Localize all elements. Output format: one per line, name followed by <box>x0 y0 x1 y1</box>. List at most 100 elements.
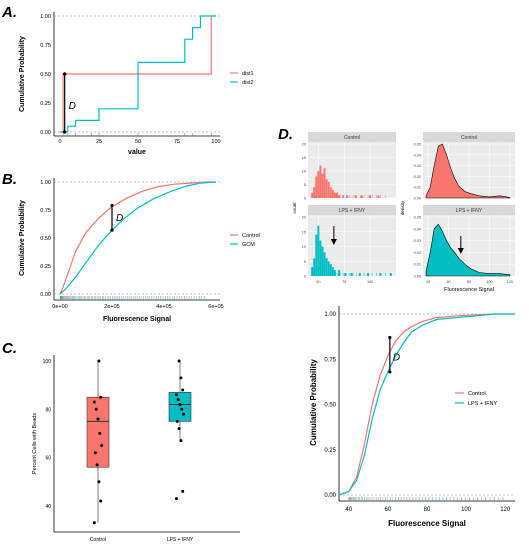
x-tick-label: 80 <box>467 280 471 284</box>
x-tick-label: 50 <box>316 280 320 284</box>
histogram-bar <box>317 171 320 198</box>
histogram-bar <box>333 270 336 276</box>
x-tick-label: 60 <box>385 507 392 513</box>
box-LPS + IFNY <box>168 392 192 422</box>
histogram-bar <box>329 264 332 276</box>
legend-label: Control <box>242 233 260 239</box>
y-tick-label: 0.00 <box>40 292 51 298</box>
facet-D-density-1: LPS + IFNY 0.00 0.01 0.02 0.03 0.04 0.05 40 60 80… <box>400 200 515 293</box>
d-annotation: D <box>393 352 400 363</box>
histogram-bar <box>317 225 320 276</box>
histogram-bar <box>360 195 363 198</box>
rug-marks <box>59 296 205 300</box>
y-tick-label: 0.00 <box>414 275 421 279</box>
d-point <box>388 370 392 374</box>
series-line-Control <box>59 181 216 295</box>
x-axis-title: Fluorescence Signal <box>444 287 494 293</box>
y-tick-label: 0.02 <box>414 175 421 179</box>
data-point <box>92 400 96 404</box>
y-tick-label: 1.00 <box>40 14 51 20</box>
legend-label: Control <box>468 391 486 397</box>
series-line-dist2 <box>60 15 216 133</box>
series-line-GCM <box>59 181 217 295</box>
x-tick-label: 100 <box>367 280 373 284</box>
y-tick-label: 1.00 <box>324 312 336 318</box>
y-tick-label: 0.75 <box>40 208 51 214</box>
y-tick-label: 5 <box>304 260 306 264</box>
series-line-LPS + IFNY <box>338 313 515 496</box>
facet-D-hist-1: LPS + IFNY 0 5 10 15 20 50 75 100 count <box>292 202 396 284</box>
d-point <box>110 203 114 208</box>
y-axis-title: Cumulative Probability <box>19 36 26 112</box>
y-tick-label: 0.50 <box>40 72 51 78</box>
x-axis-title: Fluorescence Signal <box>103 316 171 323</box>
legend-label: dist1 <box>242 71 254 77</box>
y-tick-label: 0.00 <box>414 197 421 201</box>
y-tick-label: 100 <box>43 359 52 365</box>
x-tick-label: 2e+05 <box>104 304 119 310</box>
data-point <box>97 480 101 484</box>
facet-strip <box>308 132 396 142</box>
data-point <box>177 427 181 431</box>
chart-b: 0.00 0.25 0.50 0.75 1.00 0e+00 2e+05 4e+05 6e+05… <box>19 178 260 323</box>
y-tick-label: 0.25 <box>40 264 51 270</box>
histogram-bar <box>315 176 318 198</box>
histogram-bar <box>354 195 357 198</box>
x-tick-label: 0 <box>58 139 61 145</box>
legend-label: dist2 <box>242 80 254 86</box>
data-point <box>181 489 185 493</box>
y-tick-label: 0.25 <box>40 101 51 107</box>
data-point <box>182 412 186 416</box>
y-tick-label: 10 <box>302 245 306 249</box>
data-point <box>181 388 185 392</box>
legend-label: LPS + IFNY <box>468 401 498 407</box>
data-point <box>99 395 103 399</box>
d-point <box>110 228 114 232</box>
density-area <box>425 143 511 199</box>
histogram-bar <box>338 270 341 276</box>
histogram-bar <box>344 273 347 276</box>
y-axis-title: Percent Cells with Beads <box>32 413 38 474</box>
x-tick-label: 4e+05 <box>156 304 171 310</box>
y-axis-title: Cumulative Probability <box>309 359 318 446</box>
histogram-bar <box>311 267 314 276</box>
d-annotation: D <box>116 213 123 224</box>
x-tick-label: Control <box>90 537 106 543</box>
chart-d-ecdf: 0.00 0.25 0.50 0.75 1.00 40 60 80 100 120 D Fluores… <box>309 306 515 528</box>
box-Control <box>86 396 110 468</box>
data-point <box>177 359 181 363</box>
histogram-bar <box>338 195 341 198</box>
histogram-bar <box>319 165 322 198</box>
y-tick-label: 0.50 <box>324 403 336 409</box>
y-tick-label: 0 <box>304 197 306 201</box>
y-tick-label: 80 <box>45 407 51 413</box>
data-point <box>179 376 183 380</box>
y-tick-label: 0.03 <box>414 239 421 243</box>
x-tick-label: 50 <box>135 139 141 145</box>
histogram-bar <box>319 240 322 276</box>
data-point <box>92 521 96 525</box>
y-tick-label: 0.50 <box>40 236 51 242</box>
histogram-bar <box>358 273 361 276</box>
x-tick-label: 100 <box>461 507 472 513</box>
data-point <box>94 407 98 411</box>
facet-D-hist-0: Control 0 5 10 15 20 <box>302 132 396 201</box>
data-point <box>174 497 178 501</box>
y-tick-label: 0.03 <box>414 164 421 168</box>
facet-D-density-0: Control 0.00 0.01 0.02 0.03 0.04 0.05 <box>414 132 515 201</box>
facet-label: LPS + IFNY <box>456 208 483 214</box>
histogram-bar <box>325 258 328 276</box>
y-tick-label: 0.01 <box>414 186 421 190</box>
x-tick-label: 40 <box>426 280 430 284</box>
histogram-bar <box>321 173 324 198</box>
data-point <box>95 463 99 467</box>
x-tick-label: 120 <box>507 280 513 284</box>
panel-label-a: A. <box>2 4 17 21</box>
x-axis-title: value <box>128 149 146 156</box>
y-tick-label: 0.04 <box>414 153 421 157</box>
data-point <box>96 417 100 421</box>
y-tick-label: 40 <box>45 504 51 510</box>
histogram-bar <box>377 195 380 198</box>
